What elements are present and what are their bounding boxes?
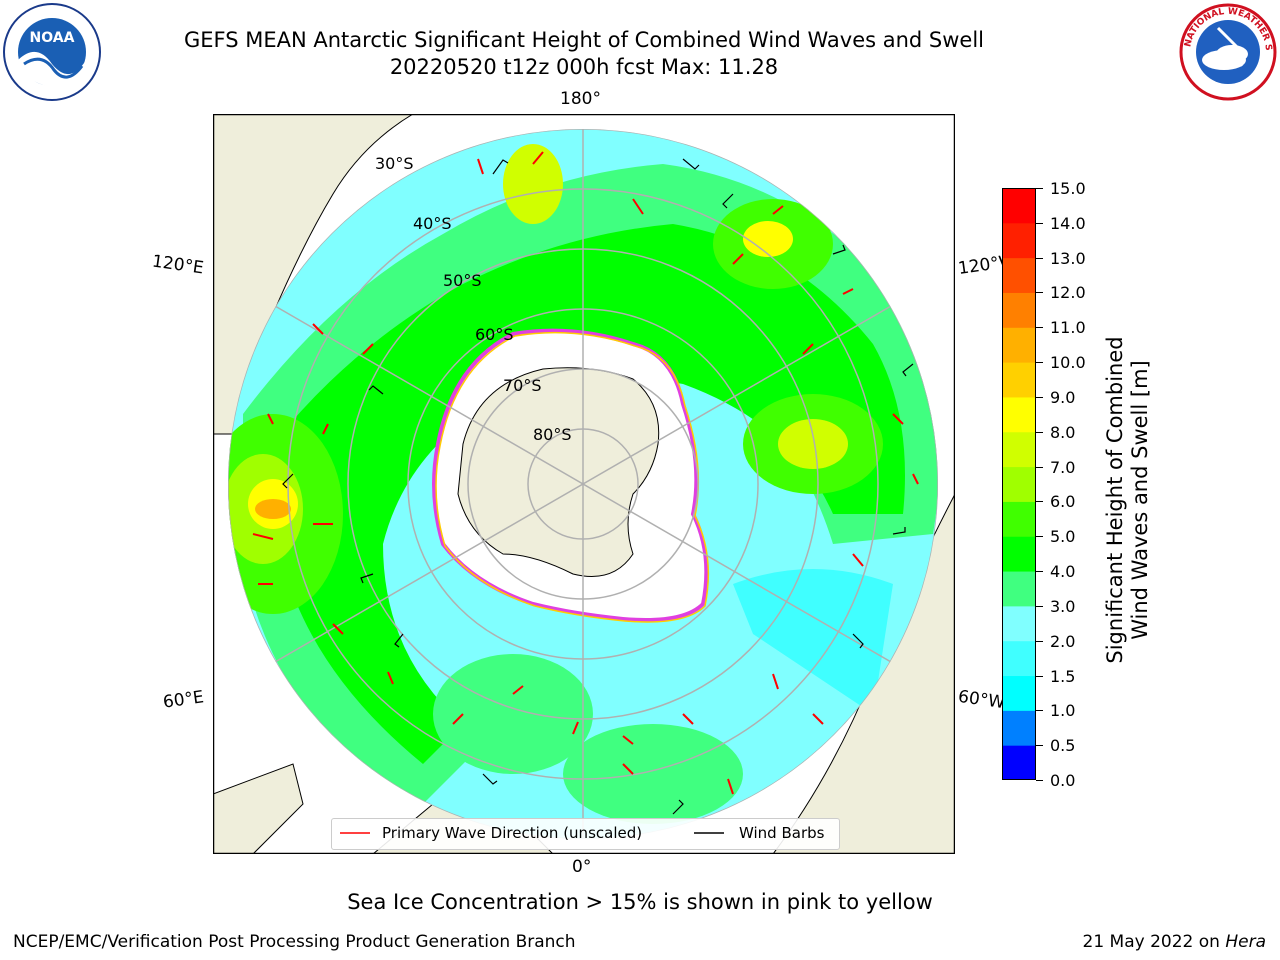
lon-label-0: 0° (572, 857, 592, 877)
colorbar-segment (1002, 188, 1036, 224)
colorbar-segment (1002, 605, 1036, 642)
colorbar-tick-mark (1036, 292, 1043, 294)
colorbar-tick-mark (1036, 466, 1043, 468)
colorbar-ticks: 0.0 0.5 1.0 1.5 2.0 3.0 4.0 5.0 6.0 7.0 8.0 9.0 10.0… (1036, 179, 1116, 790)
colorbar-tick-mark (1036, 605, 1043, 607)
colorbar-segment (1002, 327, 1036, 363)
colorbar-tick-label: 9.0 (1050, 387, 1076, 407)
colorbar-segment (1002, 640, 1036, 677)
lon-label-60w: 60°W (956, 686, 1007, 714)
colorbar-tick-mark (1036, 745, 1043, 747)
colorbar-tick-mark (1036, 431, 1043, 433)
colorbar-tick-label: 0.0 (1050, 771, 1076, 790)
colorbar-tick-label: 12.0 (1050, 283, 1086, 303)
colorbar-tick-mark (1036, 536, 1043, 538)
colorbar-tick-mark (1036, 257, 1043, 259)
colorbar-segment (1002, 501, 1036, 537)
colorbar-segment (1002, 675, 1036, 711)
colorbar-label-line1: Significant Height of Combined (1103, 336, 1127, 664)
chart-title: GEFS MEAN Antarctic Significant Height o… (183, 28, 985, 52)
colorbar-segment (1002, 710, 1036, 746)
colorbar-segment (1002, 536, 1036, 572)
colorbar-tick-label: 6.0 (1050, 492, 1076, 512)
colorbar-tick-mark (1036, 501, 1043, 503)
legend-barb-label: Wind Barbs (739, 824, 825, 842)
colorbar (1002, 188, 1036, 780)
lat-label-30s: 30°S (375, 154, 414, 173)
colorbar-segment (1002, 222, 1036, 259)
colorbar-segment (1002, 396, 1036, 433)
colorbar-tick-label: 1.5 (1050, 666, 1076, 686)
polar-map: 30°S 40°S 50°S 60°S 70°S 80°S (213, 114, 955, 854)
colorbar-tick-mark (1036, 780, 1043, 781)
colorbar-tick-label: 11.0 (1050, 318, 1086, 338)
chart-subtitle: 20220520 t12z 000h fcst Max: 11.28 (389, 55, 779, 79)
colorbar-tick-mark (1036, 222, 1043, 224)
colorbar-tick-mark (1036, 362, 1043, 364)
colorbar-tick-label: 15.0 (1050, 179, 1086, 198)
colorbar-label: Significant Height of Combined Wind Wave… (1103, 335, 1153, 665)
legend-wave-label: Primary Wave Direction (unscaled) (382, 824, 643, 842)
colorbar-tick-label: 1.0 (1050, 701, 1076, 721)
colorbar-tick-label: 8.0 (1050, 422, 1076, 442)
lat-label-70s: 70°S (503, 376, 542, 395)
colorbar-tick-label: 7.0 (1050, 457, 1076, 477)
colorbar-tick-mark (1036, 640, 1043, 642)
lat-label-50s: 50°S (443, 271, 482, 290)
colorbar-tick-mark (1036, 327, 1043, 329)
colorbar-tick-mark (1036, 571, 1043, 573)
footer-date-text: 21 May 2022 on (1082, 932, 1226, 952)
footer-credit: NCEP/EMC/Verification Post Processing Pr… (13, 932, 576, 952)
nws-logo: NATIONAL WEATHER SERVICE (1178, 2, 1277, 101)
lat-label-80s: 80°S (533, 425, 572, 444)
colorbar-segment (1002, 292, 1036, 328)
colorbar-tick-label: 3.0 (1050, 596, 1076, 616)
noaa-logo: NOAA (3, 3, 101, 101)
lon-label-180: 180° (560, 89, 601, 109)
colorbar-segment (1002, 571, 1036, 607)
colorbar-tick-label: 10.0 (1050, 353, 1086, 373)
sea-ice-note: Sea Ice Concentration > 15% is shown in … (347, 890, 933, 914)
colorbar-tick-mark (1036, 710, 1043, 712)
colorbar-tick-mark (1036, 188, 1043, 189)
colorbar-tick-label: 13.0 (1050, 248, 1086, 268)
colorbar-tick-label: 0.5 (1050, 736, 1076, 756)
colorbar-tick-label: 5.0 (1050, 527, 1076, 547)
colorbar-segment (1002, 257, 1036, 293)
lat-label-40s: 40°S (413, 214, 452, 233)
colorbar-tick-label: 2.0 (1050, 631, 1076, 651)
footer-host: Hera (1225, 932, 1266, 952)
colorbar-tick-mark (1036, 396, 1043, 398)
colorbar-segment (1002, 431, 1036, 468)
colorbar-tick-label: 14.0 (1050, 213, 1086, 233)
lat-label-60s: 60°S (475, 325, 514, 344)
map-legend: Primary Wave Direction (unscaled) Wind B… (331, 818, 840, 850)
noaa-logo-text: NOAA (30, 30, 75, 46)
colorbar-segment (1002, 362, 1036, 398)
colorbar-tick-label: 4.0 (1050, 562, 1076, 582)
lon-label-60e: 60°E (161, 687, 206, 713)
lon-label-120e: 120°E (150, 251, 205, 279)
colorbar-label-line2: Wind Waves and Swell [m] (1128, 360, 1152, 640)
footer-date: 21 May 2022 on Hera (1083, 932, 1267, 952)
colorbar-segment (1002, 466, 1036, 502)
colorbar-tick-mark (1036, 675, 1043, 677)
colorbar-segment (1002, 745, 1036, 780)
